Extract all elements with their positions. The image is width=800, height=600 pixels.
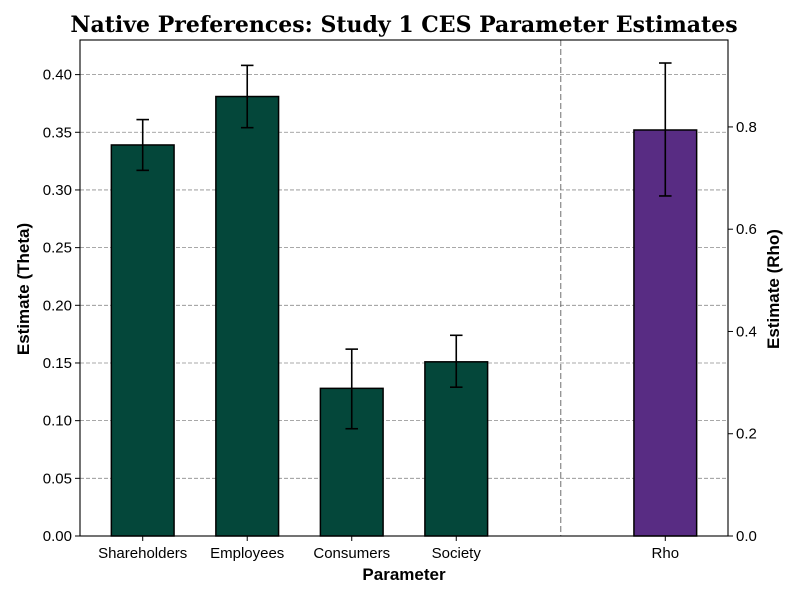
bars — [110, 95, 698, 537]
right-tick-label: 0.4 — [736, 323, 757, 340]
x-tick-label: Shareholders — [98, 545, 187, 562]
left-tick-label: 0.10 — [43, 413, 72, 430]
y-axis-label-left: Estimate (Theta) — [14, 223, 33, 355]
x-tick-label: Employees — [210, 545, 284, 562]
right-tick-label: 0.0 — [736, 528, 757, 545]
x-tick-label: Society — [432, 545, 482, 562]
left-tick-label: 0.25 — [43, 240, 72, 257]
right-tick-label: 0.2 — [736, 426, 757, 443]
right-tick-label: 0.8 — [736, 119, 757, 136]
x-axis-label: Parameter — [362, 565, 446, 584]
right-y-axis: 0.0 0.2 0.4 0.6 0.8 — [728, 119, 757, 545]
left-tick-label: 0.30 — [43, 182, 72, 199]
x-axis: Shareholders Employees Consumers Society Rho — [98, 536, 679, 562]
left-tick-label: 0.05 — [43, 470, 72, 487]
bar-shareholders — [110, 144, 175, 537]
x-tick-label: Consumers — [313, 545, 390, 562]
chart-title: Native Preferences: Study 1 CES Paramete… — [70, 12, 737, 38]
left-y-axis: 0.00 0.05 0.10 0.15 0.20 0.25 0.30 0.35 0.40 — [43, 67, 80, 545]
left-tick-label: 0.00 — [43, 528, 72, 545]
plot-frame — [79, 39, 729, 537]
y-axis-label-right: Estimate (Rho) — [764, 229, 783, 349]
left-tick-label: 0.35 — [43, 124, 72, 141]
bar-employees — [215, 95, 280, 537]
gridlines — [80, 74, 728, 479]
bar-rho — [633, 129, 698, 537]
left-tick-label: 0.15 — [43, 355, 72, 372]
left-tick-label: 0.20 — [43, 297, 72, 314]
error-bars — [136, 62, 672, 430]
x-tick-label: Rho — [652, 545, 680, 562]
bar-society — [424, 361, 489, 537]
right-tick-label: 0.6 — [736, 221, 757, 238]
left-tick-label: 0.40 — [43, 67, 72, 84]
